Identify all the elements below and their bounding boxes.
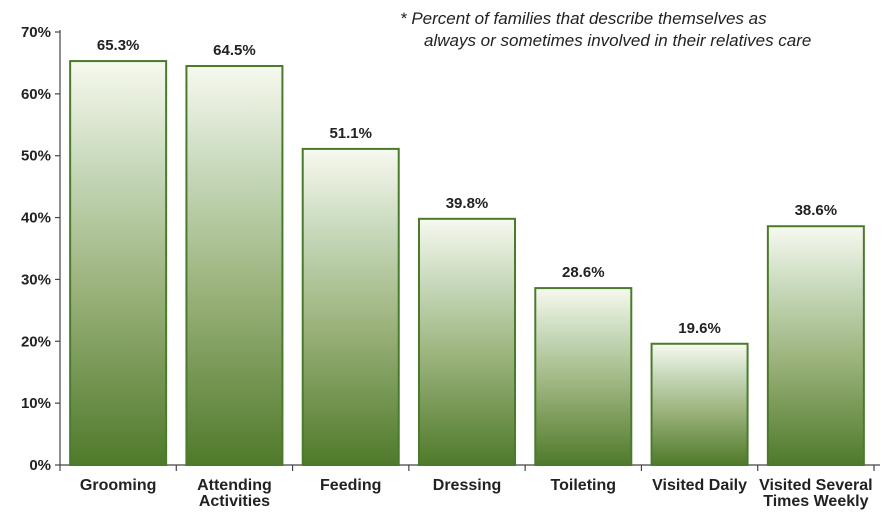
data-label: 19.6% bbox=[678, 320, 721, 337]
bar bbox=[766, 225, 865, 466]
y-tick-label: 40% bbox=[21, 210, 51, 227]
bar bbox=[650, 342, 749, 467]
y-tick-label: 0% bbox=[29, 457, 51, 474]
category-label-line: Times Weekly bbox=[763, 493, 868, 510]
bar bbox=[534, 287, 633, 466]
category-label-line: Grooming bbox=[80, 477, 156, 494]
y-tick-label: 60% bbox=[21, 86, 51, 103]
data-label: 64.5% bbox=[213, 42, 256, 59]
y-tick-label: 70% bbox=[21, 24, 51, 41]
data-label: 38.6% bbox=[795, 202, 838, 219]
category-label-line: Dressing bbox=[433, 477, 501, 494]
category-label-line: Attending bbox=[197, 477, 272, 494]
data-label: 39.8% bbox=[446, 195, 489, 212]
y-tick-label: 20% bbox=[21, 333, 51, 350]
annotation-note: * Percent of families that describe them… bbox=[400, 8, 880, 52]
category-label: Feeding bbox=[320, 477, 381, 494]
y-tick-label: 10% bbox=[21, 395, 51, 412]
category-label: Visited Several Times Weekly bbox=[759, 477, 873, 510]
data-label: 51.1% bbox=[329, 125, 372, 142]
category-label: Grooming bbox=[80, 477, 156, 494]
bar bbox=[185, 65, 284, 467]
bars bbox=[69, 60, 865, 467]
category-label: Toileting bbox=[551, 477, 616, 494]
category-label: Attending Activities bbox=[197, 477, 272, 510]
category-label-line: Activities bbox=[199, 493, 270, 510]
category-label: Visited Daily bbox=[652, 477, 747, 494]
bar bbox=[69, 60, 168, 467]
category-label-line: Feeding bbox=[320, 477, 381, 494]
annotation-line-2: always or sometimes involved in their re… bbox=[424, 31, 812, 50]
bar bbox=[301, 147, 400, 466]
data-label: 65.3% bbox=[97, 37, 140, 54]
annotation-line-1: * Percent of families that describe them… bbox=[400, 9, 767, 28]
data-label: 28.6% bbox=[562, 264, 605, 281]
bar bbox=[418, 217, 516, 466]
category-label-line: Toileting bbox=[551, 477, 616, 494]
labels: 65.3% Grooming 64.5% Attending Activities 51.… bbox=[80, 37, 873, 510]
category-label: Dressing bbox=[433, 477, 501, 494]
y-tick-label: 30% bbox=[21, 271, 51, 288]
category-label-line: Visited Daily bbox=[652, 477, 747, 494]
y-tick-label: 50% bbox=[21, 148, 51, 165]
category-label-line: Visited Several bbox=[759, 477, 873, 494]
